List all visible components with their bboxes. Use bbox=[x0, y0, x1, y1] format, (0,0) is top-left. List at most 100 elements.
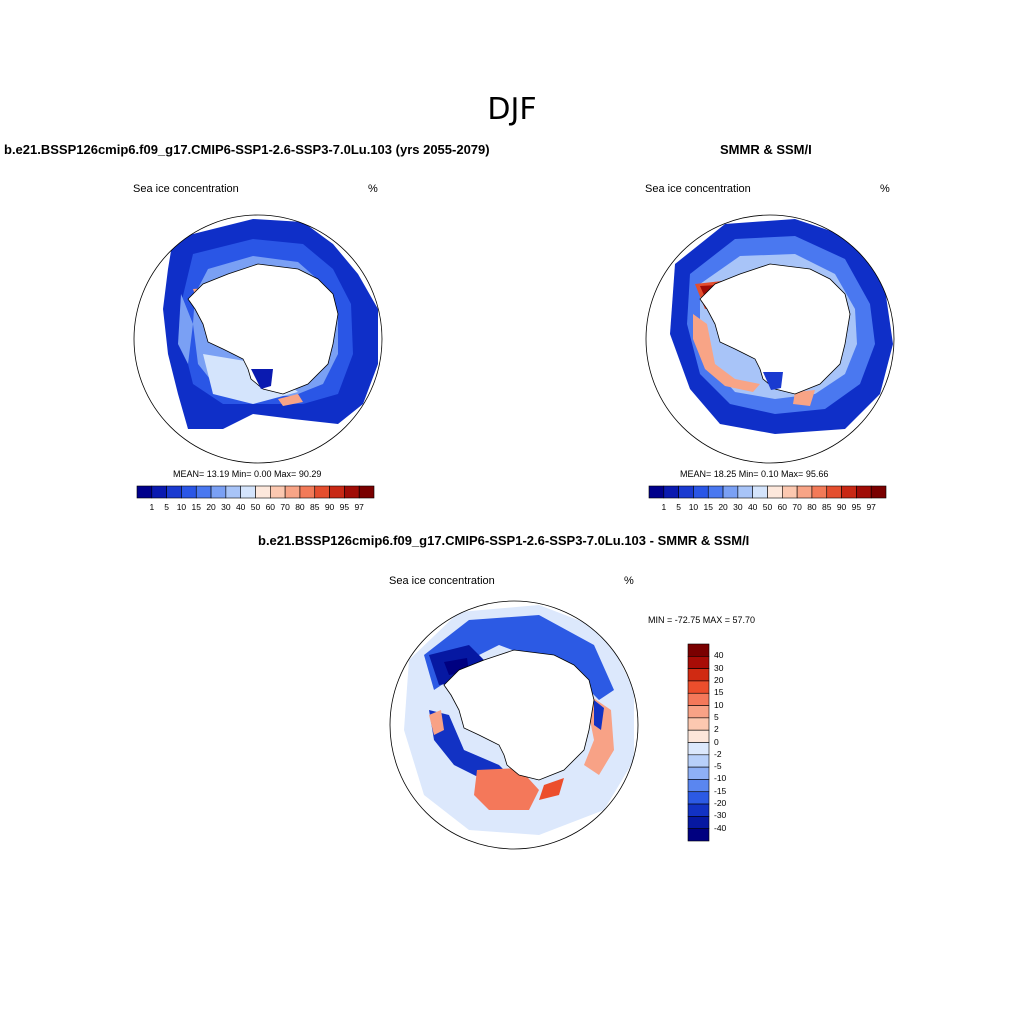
obs-colorbar-tick-label: 1 bbox=[661, 502, 667, 512]
obs-panel-heading: SMMR & SSM/I bbox=[720, 142, 812, 157]
diff-panel-units: % bbox=[624, 575, 634, 587]
obs-panel-subtitle: Sea ice concentration bbox=[645, 183, 751, 195]
model-polar-map bbox=[133, 214, 383, 464]
diff-colorbar-tick-label: 15 bbox=[714, 687, 724, 698]
diff-panel-heading: b.e21.BSSP126cmip6.f09_g17.CMIP6-SSP1-2.… bbox=[258, 533, 750, 548]
model-colorbar-tick-label: 80 bbox=[295, 502, 305, 512]
model-colorbar-swatch bbox=[181, 485, 197, 499]
diff-colorbar-tick-label: 2 bbox=[714, 724, 719, 735]
diff-colorbar-swatch bbox=[687, 828, 710, 842]
obs-colorbar-swatch bbox=[678, 485, 694, 499]
diff-colorbar-tick-label: 40 bbox=[714, 650, 724, 661]
diff-colorbar-swatch bbox=[687, 643, 710, 657]
obs-colorbar-swatch bbox=[648, 485, 665, 499]
model-colorbar-tick-label: 90 bbox=[324, 502, 335, 512]
obs-colorbar-swatch bbox=[782, 485, 798, 499]
model-colorbar-swatch bbox=[166, 485, 182, 499]
diff-colorbar-tick-label: 30 bbox=[714, 662, 724, 673]
diff-colorbar-swatch bbox=[687, 803, 710, 817]
diff-panel-subtitle: Sea ice concentration bbox=[389, 575, 495, 587]
diff-colorbar bbox=[687, 643, 710, 842]
model-colorbar-swatch bbox=[329, 485, 345, 499]
model-colorbar-tick-label: 30 bbox=[221, 502, 231, 512]
obs-colorbar-tick-label: 90 bbox=[836, 502, 847, 512]
model-panel-heading: b.e21.BSSP126cmip6.f09_g17.CMIP6-SSP1-2.… bbox=[4, 142, 490, 157]
diff-colorbar-tick-label: 0 bbox=[714, 736, 719, 747]
diff-colorbar-tick-label: -40 bbox=[714, 822, 727, 833]
obs-panel-units: % bbox=[880, 183, 890, 195]
obs-colorbar-tick-label: 40 bbox=[747, 502, 758, 512]
model-colorbar-swatch bbox=[344, 485, 360, 499]
model-colorbar-tick-label: 5 bbox=[164, 502, 169, 512]
model-colorbar-tick-label: 85 bbox=[310, 502, 320, 512]
antarctica-coastline bbox=[443, 649, 595, 781]
diff-colorbar-swatch bbox=[687, 791, 710, 805]
obs-colorbar-swatch bbox=[811, 485, 828, 499]
diff-colorbar-tick-label: -30 bbox=[714, 810, 727, 821]
diff-colorbar-swatch bbox=[687, 779, 710, 793]
model-colorbar-tick-label: 20 bbox=[206, 502, 216, 512]
diff-colorbar-swatch bbox=[687, 680, 710, 694]
obs-colorbar-tick-label: 80 bbox=[807, 502, 817, 512]
model-colorbar-tick-label: 70 bbox=[280, 502, 290, 512]
diff-colorbar-tick-label: -20 bbox=[714, 798, 727, 809]
obs-colorbar-swatch bbox=[796, 485, 813, 499]
model-colorbar-tick-label: 95 bbox=[339, 502, 350, 512]
figure-title: DJF bbox=[487, 92, 537, 127]
obs-colorbar-swatch bbox=[870, 485, 887, 499]
model-colorbar-swatch bbox=[270, 485, 286, 499]
model-colorbar-swatch bbox=[284, 485, 301, 499]
model-colorbar-swatch bbox=[195, 485, 212, 499]
diff-colorbar-tick-label: 5 bbox=[714, 711, 719, 722]
obs-colorbar-tick-label: 30 bbox=[733, 502, 743, 512]
diff-colorbar-tick-label: -2 bbox=[714, 748, 722, 759]
model-panel-stats: MEAN= 13.19 Min= 0.00 Max= 90.29 bbox=[173, 469, 322, 479]
model-colorbar-swatch bbox=[240, 485, 256, 499]
model-colorbar-swatch bbox=[210, 485, 227, 499]
obs-colorbar-tick-label: 85 bbox=[822, 502, 832, 512]
obs-polar-map bbox=[645, 214, 895, 464]
model-colorbar-swatch bbox=[151, 485, 167, 499]
obs-colorbar-tick-label: 60 bbox=[777, 502, 788, 512]
diff-colorbar-swatch bbox=[687, 717, 710, 731]
diff-colorbar-swatch bbox=[687, 816, 710, 829]
obs-colorbar-swatch bbox=[767, 485, 783, 499]
obs-colorbar-tick-label: 95 bbox=[851, 502, 862, 512]
model-colorbar-tick-label: 15 bbox=[191, 502, 201, 512]
obs-colorbar-swatch bbox=[737, 485, 753, 499]
obs-colorbar-swatch bbox=[826, 485, 842, 499]
obs-colorbar-tick-label: 20 bbox=[718, 502, 728, 512]
model-colorbar bbox=[136, 485, 375, 499]
obs-colorbar-tick-label: 5 bbox=[676, 502, 681, 512]
diff-colorbar-swatch bbox=[687, 668, 710, 682]
model-colorbar-tick-label: 50 bbox=[250, 502, 261, 512]
model-colorbar-tick-label: 97 bbox=[354, 502, 364, 512]
diff-polar-map bbox=[389, 600, 639, 850]
diff-colorbar-tick-label: -5 bbox=[714, 761, 722, 772]
diff-colorbar-tick-label: -10 bbox=[714, 773, 727, 784]
model-panel-subtitle: Sea ice concentration bbox=[133, 183, 239, 195]
obs-colorbar-swatch bbox=[841, 485, 857, 499]
model-colorbar-tick-label: 40 bbox=[235, 502, 246, 512]
obs-colorbar bbox=[648, 485, 887, 499]
antarctica-coastline bbox=[187, 263, 339, 395]
model-colorbar-swatch bbox=[299, 485, 316, 499]
obs-colorbar-swatch bbox=[707, 485, 724, 499]
model-colorbar-swatch bbox=[255, 485, 271, 499]
obs-colorbar-swatch bbox=[752, 485, 768, 499]
diff-colorbar-swatch bbox=[687, 692, 710, 706]
model-colorbar-swatch bbox=[358, 485, 375, 499]
obs-colorbar-tick-label: 70 bbox=[792, 502, 802, 512]
model-colorbar-tick-label: 60 bbox=[265, 502, 276, 512]
model-colorbar-tick-label: 1 bbox=[149, 502, 155, 512]
model-colorbar-swatch bbox=[136, 485, 153, 499]
diff-colorbar-swatch bbox=[687, 766, 710, 780]
diff-colorbar-swatch bbox=[687, 754, 710, 768]
obs-colorbar-swatch bbox=[856, 485, 872, 499]
model-colorbar-tick-label: 10 bbox=[176, 502, 187, 512]
obs-panel-stats: MEAN= 18.25 Min= 0.10 Max= 95.66 bbox=[680, 469, 829, 479]
obs-colorbar-tick-label: 10 bbox=[688, 502, 699, 512]
model-colorbar-swatch bbox=[225, 485, 241, 499]
diff-panel-stats: MIN = -72.75 MAX = 57.70 bbox=[648, 615, 756, 625]
diff-colorbar-tick-label: 20 bbox=[714, 674, 724, 685]
